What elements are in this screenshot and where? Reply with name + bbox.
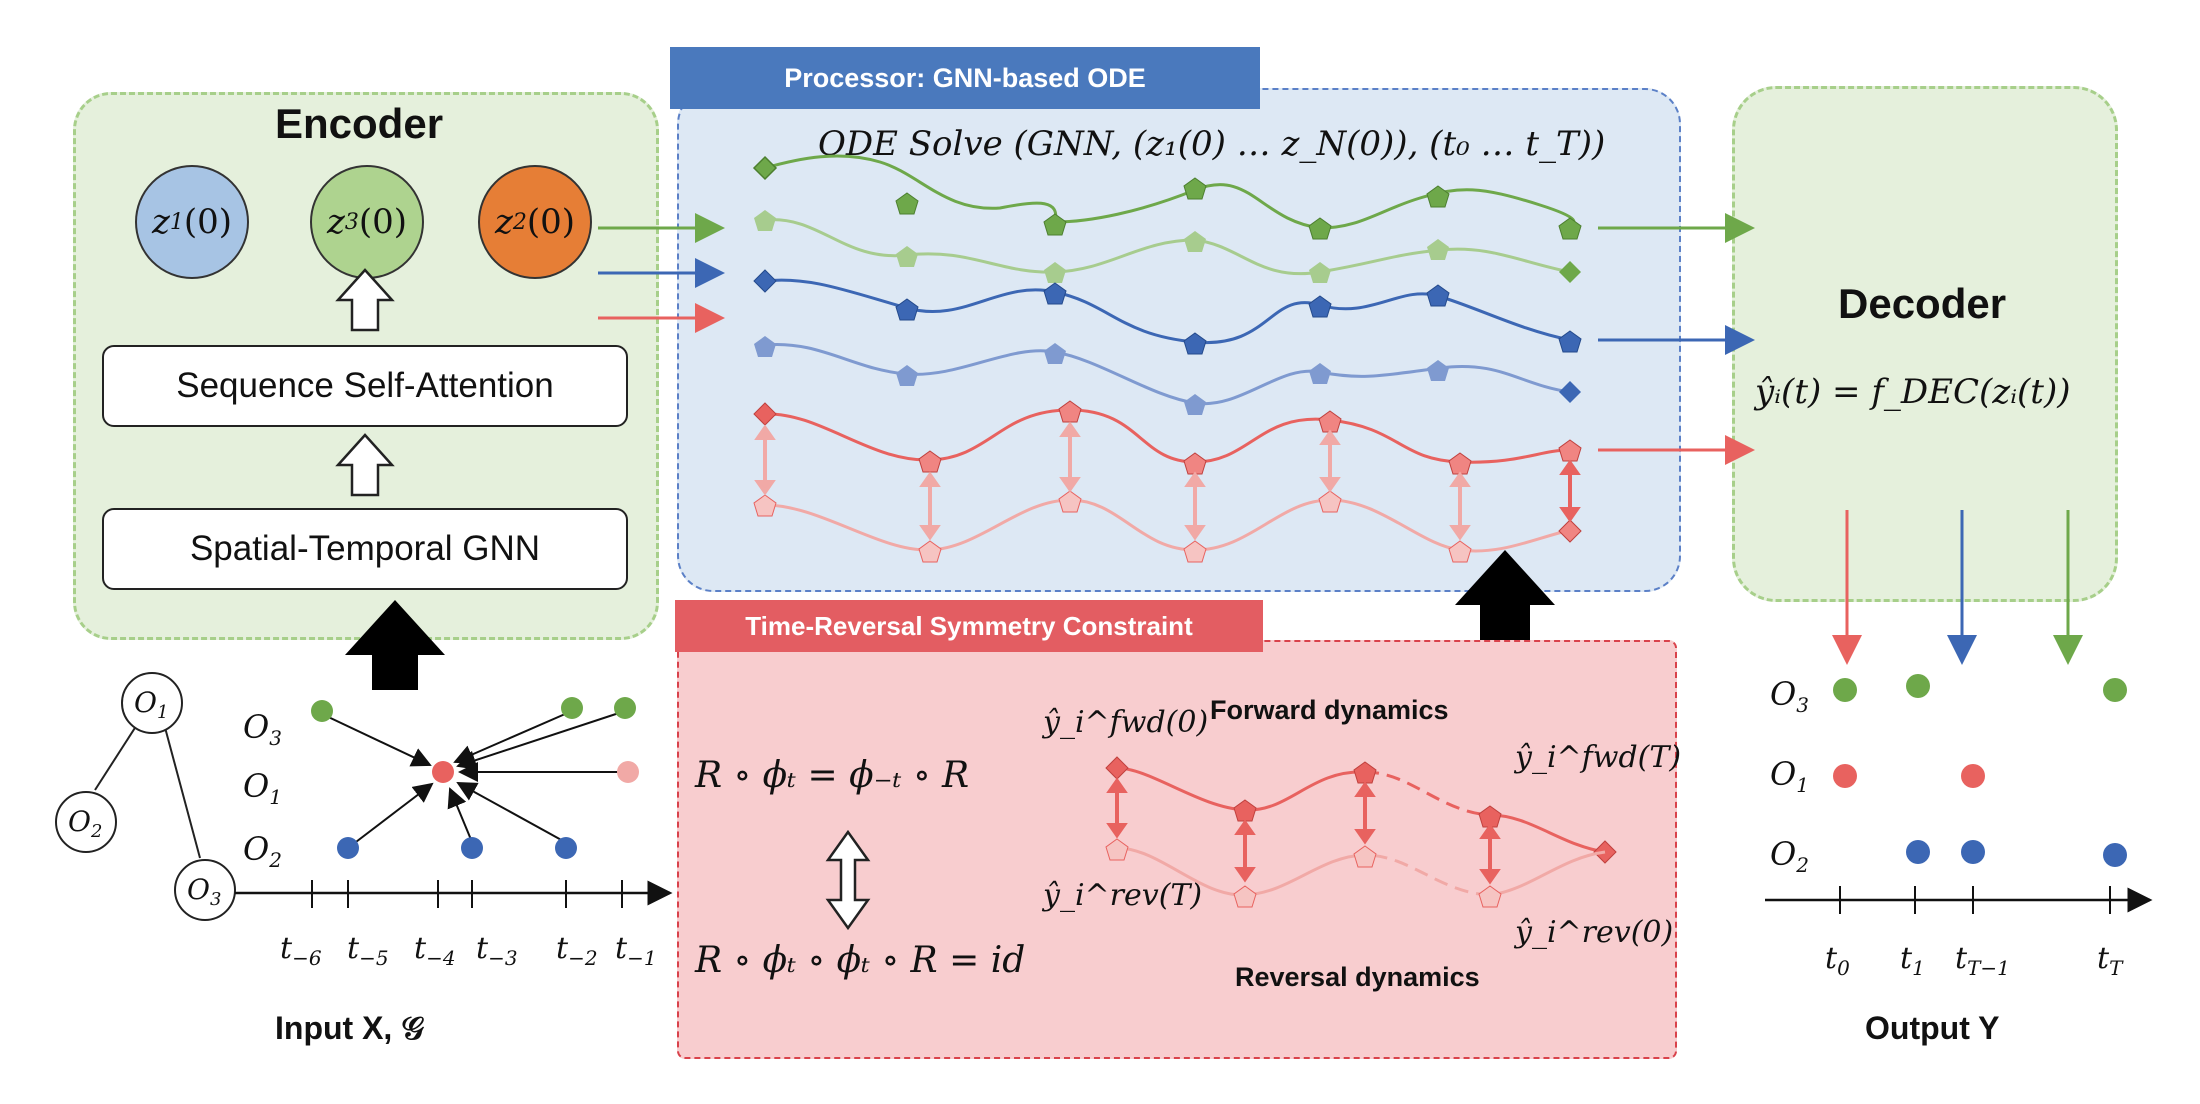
trs-symmetry-arrows (1106, 777, 1501, 885)
processor-tab: Processor: GNN-based ODE (670, 47, 1260, 109)
output-row-o2: O2 (1770, 835, 1809, 877)
trs-reverse-trajectory (1105, 838, 1606, 908)
latent-node-z2: z 2 (0) (478, 165, 592, 279)
output-point (1833, 678, 1857, 702)
trs-equation-2: R ∘ ϕₜ ∘ ϕₜ ∘ R = id (695, 940, 1026, 981)
output-point (1906, 840, 1930, 864)
black-up-arrow (1455, 550, 1555, 640)
graph-node-o3: O3 (187, 873, 221, 910)
tick-t-3: t−3 (476, 931, 518, 970)
trajectory-green-forward (752, 154, 1582, 240)
sequence-self-attention-block: Sequence Self-Attention (102, 345, 628, 427)
tick-t-6: t−6 (280, 931, 322, 970)
forward-dynamics-label: Forward dynamics (1210, 695, 1449, 725)
output-row-o1: O1 (1770, 755, 1809, 797)
out-tick-t0: t0 (1825, 941, 1850, 980)
encoder-title: Encoder (275, 100, 444, 147)
tick-t-1: t−1 (615, 931, 657, 970)
output-point (1833, 764, 1857, 788)
spatial-temporal-gnn-block: Spatial-Temporal GNN (102, 508, 628, 590)
equivalence-arrow (825, 829, 871, 931)
trajectory-red-reverse (753, 490, 1582, 563)
input-graph (55, 672, 236, 921)
input-row-o1: O1 (243, 767, 282, 809)
output-point (1906, 674, 1930, 698)
trajectory-red-forward (753, 400, 1582, 475)
y-rev-T-label: ŷ_i^rev(T) (1043, 878, 1203, 913)
out-tick-tT-1: tT−1 (1955, 941, 2010, 980)
hollow-up-arrow (335, 268, 395, 332)
output-row-o3: O3 (1770, 675, 1809, 717)
input-caption: Input X, 𝒢 (275, 1010, 424, 1046)
trs-forward-trajectory (1105, 756, 1617, 864)
input-point (614, 697, 636, 719)
symmetry-arrow-final (1559, 459, 1581, 523)
tick-t-4: t−4 (414, 931, 456, 970)
trs-equation-1: R ∘ ϕₜ = ϕ₋ₜ ∘ R (695, 755, 970, 796)
ode-solve-expression: ODE Solve (GNN, (z₁(0) … z_N(0)), (t₀ … … (818, 124, 1606, 164)
latent-node-z1: z 1 (0) (135, 165, 249, 279)
trajectory-blue-forward (753, 269, 1582, 355)
input-row-o2: O2 (243, 830, 282, 872)
decoder-panel (1732, 86, 2118, 602)
out-tick-t1: t1 (1900, 941, 1925, 980)
trajectory-blue-reverse (754, 336, 1581, 415)
reversal-dynamics-label: Reversal dynamics (1235, 962, 1480, 992)
hollow-up-arrow (335, 433, 395, 497)
decoder-title: Decoder (1838, 280, 2007, 327)
input-point (461, 837, 483, 859)
input-point-target (432, 761, 454, 783)
output-point (1961, 764, 1985, 788)
trajectory-green-reverse (754, 210, 1581, 283)
y-rev-0-label: ŷ_i^rev(0) (1515, 915, 1674, 950)
decoder-equation: ŷᵢ(t) = f_DEC(zᵢ(t)) (1755, 372, 2071, 412)
input-attention-edges (321, 710, 626, 846)
output-point (2103, 843, 2127, 867)
output-point (2103, 678, 2127, 702)
black-up-arrow (345, 600, 445, 690)
y-fwd-0-label: ŷ_i^fwd(0) (1043, 705, 1209, 740)
input-point (561, 697, 583, 719)
time-reversal-tab: Time-Reversal Symmetry Constraint (675, 600, 1263, 652)
input-row-o3: O3 (243, 708, 282, 750)
tick-t-2: t−2 (556, 931, 598, 970)
out-tick-tT: tT (2097, 941, 2124, 980)
output-caption: Output Y (1865, 1010, 2000, 1046)
output-point (1961, 840, 1985, 864)
symmetry-arrows-processor (754, 421, 1471, 541)
tick-t-5: t−5 (347, 931, 389, 970)
input-point (311, 700, 333, 722)
input-point (337, 837, 359, 859)
input-point (617, 761, 639, 783)
input-point (555, 837, 577, 859)
y-fwd-T-label: ŷ_i^fwd(T) (1515, 740, 1682, 775)
